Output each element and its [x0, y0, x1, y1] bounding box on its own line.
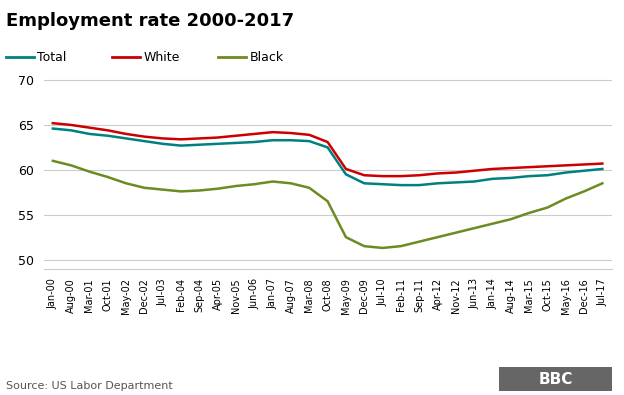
- Text: Employment rate 2000-2017: Employment rate 2000-2017: [6, 12, 295, 30]
- Text: BBC: BBC: [538, 372, 573, 387]
- Text: Total: Total: [37, 51, 67, 64]
- Text: Black: Black: [250, 51, 284, 64]
- Text: Source: US Labor Department: Source: US Labor Department: [6, 381, 173, 391]
- Text: White: White: [144, 51, 180, 64]
